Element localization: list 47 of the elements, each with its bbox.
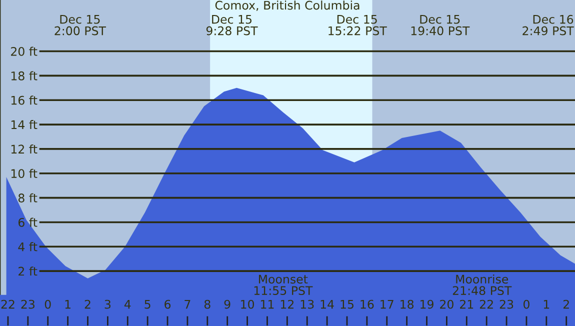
y-tick-label: 14 ft — [11, 120, 38, 130]
x-tick-label: 3 — [104, 300, 110, 309]
y-tick-label: 20 ft — [11, 46, 38, 56]
y-tick-label: 6 ft — [18, 218, 38, 227]
x-tick-label: 14 — [320, 300, 334, 309]
x-tick-label: 16 — [360, 300, 374, 309]
x-tick-label: 17 — [380, 300, 394, 309]
annotation: Moonrise 21:48 PST — [452, 274, 512, 296]
chart-title: Comox, British Columbia — [215, 0, 360, 11]
x-tick-label: 2 — [84, 300, 90, 309]
x-tick-label: 9 — [224, 300, 230, 309]
x-tick-label: 5 — [144, 300, 150, 309]
x-tick-label: 15 — [340, 300, 354, 309]
x-tick-label: 22 — [480, 300, 493, 309]
x-tick-label: 6 — [164, 300, 171, 309]
x-tick-label: 19 — [420, 300, 434, 309]
x-tick-label: 1 — [65, 300, 70, 309]
x-tick-label: 20 — [440, 300, 454, 309]
x-tick-label: 23 — [500, 300, 514, 309]
x-tick-label: 23 — [21, 300, 34, 309]
x-tick-label: 7 — [184, 300, 190, 309]
x-tick-label: 18 — [400, 300, 414, 309]
x-tick-label: 11 — [261, 300, 274, 309]
x-tick-label: 22 — [1, 300, 14, 309]
x-tick-label: 0 — [44, 300, 51, 309]
annotation: Dec 15 2:00 PST — [54, 15, 106, 36]
x-tick-label: 2 — [563, 300, 569, 309]
annotation: Moonset 11:55 PST — [254, 274, 313, 296]
x-tick-label: 13 — [300, 300, 314, 309]
x-tick-label: 10 — [241, 300, 254, 309]
annotation: Dec 16 2:49 PST — [522, 14, 574, 36]
annotation: Dec 15 9:28 PST — [206, 15, 258, 36]
y-tick-label: 8 ft — [18, 193, 38, 202]
x-tick-label: 12 — [280, 300, 294, 309]
x-tick-label: 4 — [124, 300, 131, 309]
x-tick-label: 0 — [523, 300, 530, 309]
y-tick-label: 16 ft — [11, 96, 38, 105]
y-tick-label: 18 ft — [11, 71, 38, 80]
y-tick-label: 4 ft — [18, 242, 38, 252]
x-tick-label: 8 — [204, 300, 210, 309]
x-tick-label: 21 — [460, 300, 474, 309]
y-tick-label: 2 ft — [18, 266, 38, 276]
annotation: Dec 15 19:40 PST — [411, 15, 470, 36]
y-tick-label: 12 ft — [11, 144, 38, 154]
x-tick-label: 1 — [544, 300, 550, 309]
annotation: Dec 15 15:22 PST — [328, 15, 387, 36]
y-tick-label: 10 ft — [11, 168, 38, 178]
